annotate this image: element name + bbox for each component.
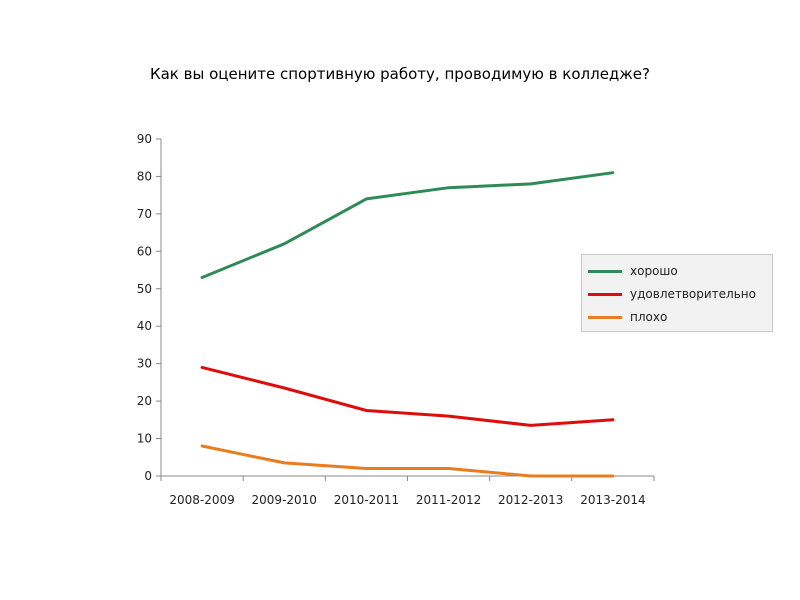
legend-label: хорошо — [630, 264, 678, 278]
y-tick-label: 70 — [137, 207, 152, 221]
x-tick-label: 2013-2014 — [580, 493, 645, 507]
x-tick-label: 2008-2009 — [169, 493, 234, 507]
y-tick-label: 40 — [137, 319, 152, 333]
legend-item-khorosho: хорошо — [588, 261, 678, 281]
x-tick-label: 2012-2013 — [498, 493, 563, 507]
y-tick-label: 60 — [137, 244, 152, 258]
series-line-1 — [200, 365, 615, 427]
legend: хорошо удовлетворительно плохо — [581, 254, 773, 332]
axes: 0 10 20 30 40 50 60 70 80 90 2008-2009 2009-2010 201… — [137, 132, 655, 507]
series-line-0 — [200, 171, 615, 279]
y-tick-label: 20 — [137, 394, 152, 408]
y-tick-label: 50 — [137, 282, 152, 296]
y-tick-label: 90 — [137, 132, 152, 146]
series-lines — [200, 171, 615, 478]
legend-swatch-plokho — [588, 315, 622, 319]
series-line-2 — [200, 444, 615, 478]
legend-item-plokho: плохо — [588, 307, 667, 327]
legend-swatch-udovletvoritelno — [588, 292, 622, 296]
x-tick-label: 2010-2011 — [334, 493, 399, 507]
legend-item-udovletvoritelno: удовлетворительно — [588, 284, 756, 304]
legend-swatch-khorosho — [588, 269, 622, 273]
x-tick-label: 2009-2010 — [252, 493, 317, 507]
y-tick-label: 0 — [144, 469, 152, 483]
y-tick-label: 30 — [137, 357, 152, 371]
legend-label: удовлетворительно — [630, 287, 756, 301]
legend-label: плохо — [630, 310, 668, 324]
y-tick-label: 10 — [137, 432, 152, 446]
y-tick-label: 80 — [137, 169, 152, 183]
x-tick-label: 2011-2012 — [416, 493, 481, 507]
chart-title: Как вы оцените спортивную работу, провод… — [149, 65, 651, 83]
